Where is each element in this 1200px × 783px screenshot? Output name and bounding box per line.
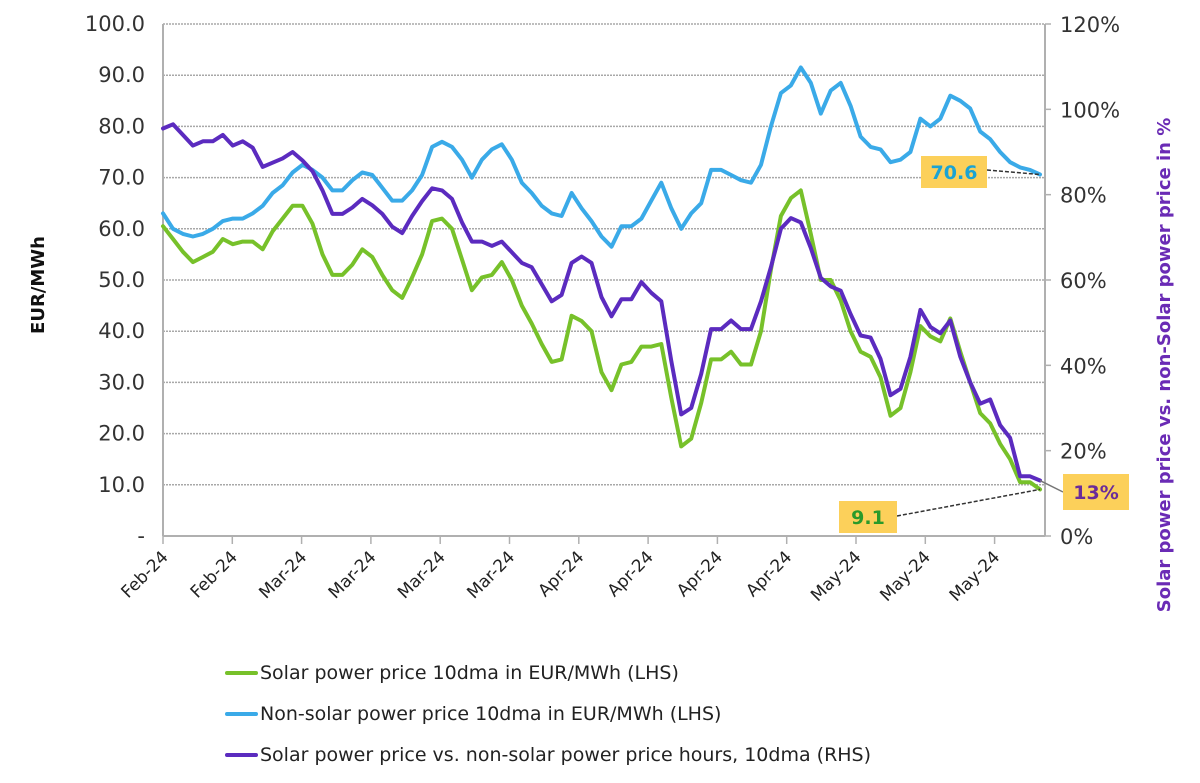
- legend-item-solar: Solar power price 10dma in EUR/MWh (LHS): [225, 652, 871, 693]
- legend: Solar power price 10dma in EUR/MWh (LHS)…: [225, 652, 871, 775]
- y-tick-label-right: 0%: [1060, 525, 1093, 549]
- x-tick-label: Feb-24: [117, 547, 172, 602]
- x-tick-label: May-24: [807, 547, 865, 605]
- annotation-label: 70.6: [931, 162, 978, 184]
- y-ticks-left: - 10.0 20.0 30.0 40.0 50.0 60.0 70.0 80.0 90.0 100…: [85, 12, 145, 548]
- series-line-ratio: [161, 122, 1042, 483]
- legend-swatch-ratio: [225, 752, 258, 757]
- legend-item-ratio: Solar power price vs. non-solar power pr…: [225, 734, 871, 775]
- annotation-label: 9.1: [851, 507, 885, 529]
- y-tick-label-right: 120%: [1060, 13, 1120, 37]
- y-tick-label-right: 80%: [1060, 184, 1107, 208]
- y-ticks-right: 0% 20% 40% 60% 80% 100% 120%: [1045, 13, 1120, 549]
- annotations: 70.6 9.1 13%: [839, 156, 1129, 533]
- legend-label-ratio: Solar power price vs. non-solar power pr…: [260, 743, 872, 766]
- x-tick-label: Feb-24: [187, 547, 242, 602]
- legend-label-solar: Solar power price 10dma in EUR/MWh (LHS): [260, 661, 679, 684]
- legend-item-non-solar: Non-solar power price 10dma in EUR/MWh (…: [225, 693, 871, 734]
- x-tick-label: Apr-24: [535, 547, 589, 601]
- series-line-solar: [161, 188, 1042, 492]
- series-line-non-solar: [161, 65, 1042, 249]
- gridlines: [163, 23, 1045, 486]
- legend-swatch-solar: [225, 670, 258, 675]
- x-tick-label: Apr-24: [673, 547, 727, 601]
- y-tick-label-left: 10.0: [98, 473, 145, 497]
- y-tick-label-right: 40%: [1060, 354, 1107, 378]
- annotation-leader-line: [986, 169, 1041, 176]
- y-axis-title-left: EUR/MWh: [28, 236, 49, 334]
- x-tick-label: Mar-24: [255, 547, 311, 603]
- x-tick-label: May-24: [946, 547, 1004, 605]
- y-tick-label-left: 100.0: [85, 12, 145, 36]
- y-tick-label-left: 20.0: [98, 422, 145, 446]
- y-tick-label-left: 40.0: [98, 319, 145, 343]
- x-tick-label: Apr-24: [604, 547, 658, 601]
- annotation-box: [839, 501, 897, 533]
- y-axis-title-right: Solar power price vs. non-Solar power pr…: [1154, 118, 1175, 613]
- legend-label-non-solar: Non-solar power price 10dma in EUR/MWh (…: [260, 702, 722, 725]
- y-tick-label-left: 60.0: [98, 217, 145, 241]
- annotation-box: [1063, 474, 1129, 510]
- x-tick-label: Mar-24: [463, 547, 519, 603]
- x-tick-label: Mar-24: [394, 547, 450, 603]
- annotation-label: 13%: [1073, 482, 1118, 504]
- y-tick-label-right: 20%: [1060, 440, 1107, 464]
- annotation-leader-line: [1039, 479, 1064, 493]
- annotation-box: [921, 156, 987, 188]
- x-tick-label: Mar-24: [325, 547, 381, 603]
- y-tick-label-right: 60%: [1060, 269, 1107, 293]
- x-tick-label: Apr-24: [742, 547, 796, 601]
- y-tick-label-right: 100%: [1060, 98, 1120, 122]
- y-tick-label-left: 70.0: [98, 166, 145, 190]
- annotation-leader-line: [896, 488, 1041, 517]
- y-tick-label-left: 50.0: [98, 268, 145, 292]
- x-ticks: Feb-24 Feb-24 Mar-24 Mar-24 Mar-24 Mar-24 Apr-…: [117, 536, 1004, 606]
- series-lines: [161, 65, 1042, 492]
- x-tick-label: May-24: [876, 547, 934, 605]
- legend-swatch-non-solar: [225, 711, 258, 716]
- y-tick-label-left: 30.0: [98, 370, 145, 394]
- y-tick-label-left: -: [137, 524, 145, 548]
- y-tick-label-left: 80.0: [98, 114, 145, 138]
- y-tick-label-left: 90.0: [98, 63, 145, 87]
